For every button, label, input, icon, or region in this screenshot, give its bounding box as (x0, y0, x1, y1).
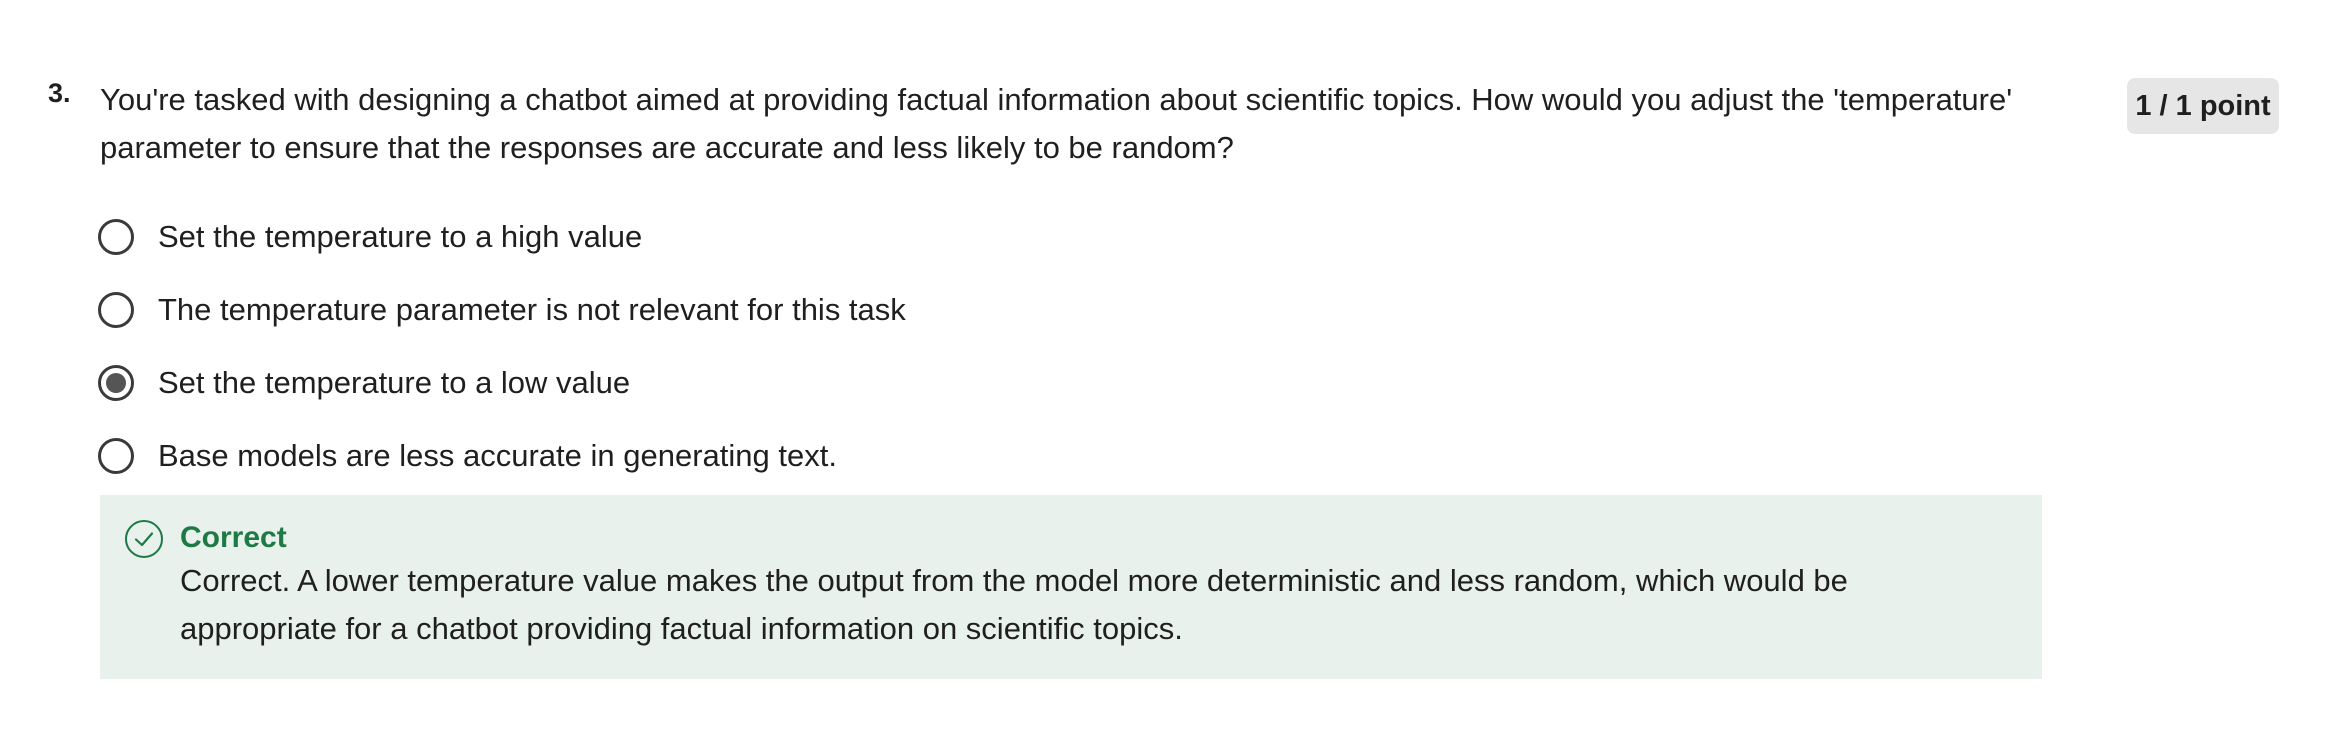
answer-options: Set the temperature to a high value The … (98, 200, 906, 492)
question-number: 3. (48, 78, 71, 108)
option-low-temperature[interactable]: Set the temperature to a low value (98, 346, 906, 419)
option-label: The temperature parameter is not relevan… (158, 291, 906, 327)
radio-button[interactable] (98, 437, 134, 474)
feedback-status: Correct (180, 521, 287, 554)
feedback-explanation: Correct. A lower temperature value makes… (180, 563, 1848, 646)
radio-button-selected[interactable] (98, 364, 134, 401)
radio-button[interactable] (98, 218, 134, 255)
question-text: You're tasked with designing a chatbot a… (100, 82, 2013, 165)
option-base-models[interactable]: Base models are less accurate in generat… (98, 419, 906, 492)
option-label: Set the temperature to a high value (158, 218, 643, 254)
option-high-temperature[interactable]: Set the temperature to a high value (98, 200, 906, 273)
check-circle-icon (125, 520, 163, 558)
feedback-panel: Correct Correct. A lower temperature val… (100, 495, 2042, 679)
option-label: Set the temperature to a low value (158, 364, 631, 400)
option-not-relevant[interactable]: The temperature parameter is not relevan… (98, 273, 906, 346)
radio-button[interactable] (98, 291, 134, 328)
option-label: Base models are less accurate in generat… (158, 437, 837, 473)
score-badge: 1 / 1 point (2127, 78, 2279, 134)
